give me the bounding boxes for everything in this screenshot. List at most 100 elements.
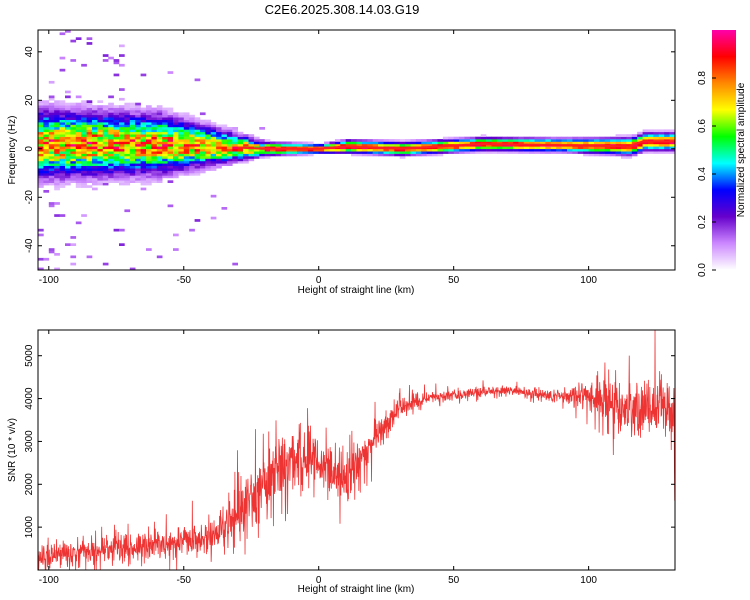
spectrogram-cell — [664, 129, 670, 133]
spectrogram-cell — [65, 119, 71, 123]
spectrogram-cell — [43, 107, 50, 111]
spectrogram-cell — [194, 156, 201, 159]
spectrogram-cell — [621, 143, 627, 147]
spectrogram-cell — [205, 168, 211, 171]
spectrogram-cell — [86, 124, 93, 128]
spectrogram-cell — [372, 139, 379, 142]
spectrogram-cell — [119, 105, 125, 108]
spectrogram-cell — [38, 233, 44, 237]
spectrogram-cell — [65, 141, 71, 145]
spectrogram-cell — [442, 141, 449, 145]
spectrogram-cell — [70, 151, 77, 154]
spectrogram-cell — [81, 114, 87, 118]
spectrogram-cell — [561, 139, 568, 142]
x-tick-label: 50 — [448, 575, 460, 586]
spectrogram-cell — [529, 151, 535, 154]
spectrogram-cell — [610, 153, 616, 157]
spectrogram-cell — [464, 146, 471, 150]
spectrogram-cell — [183, 112, 190, 116]
spectrogram-cell — [653, 131, 660, 135]
spectrogram-cell — [92, 107, 98, 111]
spectrogram-cell — [648, 151, 654, 154]
spectrogram-cell — [124, 151, 131, 154]
spectrogram-cell — [264, 148, 271, 152]
spectrogram-cell — [129, 173, 136, 176]
spectrogram-cell — [97, 124, 104, 128]
spectrogram-cell — [151, 139, 158, 142]
spectrogram-cell — [124, 134, 131, 137]
spectrogram-cell — [75, 95, 82, 99]
spectrogram-cell — [54, 180, 60, 183]
spectrogram-cell — [86, 129, 93, 133]
spectrogram-cell — [65, 158, 71, 162]
colorbar-tick-label: 0.0 — [697, 263, 708, 277]
spectrogram-cell — [81, 136, 87, 140]
spectrogram-cell — [453, 141, 460, 145]
spectrogram-cell — [54, 158, 60, 162]
spectrogram-cell — [302, 146, 309, 150]
spectrogram-cell — [399, 156, 406, 159]
spectrogram-cell — [178, 168, 185, 171]
spectrogram-cell — [642, 151, 649, 154]
spectrogram-cell — [38, 151, 44, 154]
spectrogram-cell — [626, 148, 633, 152]
spectrogram-cell — [248, 151, 255, 154]
spectrogram-cell — [38, 165, 44, 169]
spectrogram-cell — [432, 151, 438, 154]
spectrogram-cell — [135, 110, 141, 113]
spectrogram-cell — [86, 110, 93, 113]
spectrogram-cell — [588, 141, 595, 145]
spectrogram-cell — [97, 105, 104, 108]
spectrogram-cell — [173, 168, 179, 171]
spectrogram-cell — [92, 112, 98, 116]
spectrogram-cell — [70, 262, 77, 266]
spectrogram-cell — [129, 114, 136, 118]
spectrogram-cell — [216, 136, 222, 140]
spectrogram-cell — [513, 148, 519, 152]
spectrogram-cell — [523, 136, 530, 140]
spectrogram-cell — [653, 136, 660, 140]
spectrogram-cell — [173, 114, 179, 118]
spectrogram-cell — [97, 129, 104, 133]
spectrogram-cell — [577, 148, 584, 152]
spectrogram-cell — [54, 185, 60, 188]
spectrogram-cell — [173, 127, 179, 130]
spectrogram-cell — [146, 173, 152, 176]
spectrogram-cell — [92, 177, 98, 181]
spectrogram-cell — [54, 187, 60, 191]
spectrogram-cell — [199, 165, 206, 169]
spectrogram-cell — [210, 124, 217, 128]
spectrogram-cell — [102, 54, 109, 57]
spectrogram-cell — [189, 114, 195, 118]
spectrogram-cell — [621, 141, 627, 145]
spectrogram-cell — [43, 122, 50, 125]
spectrogram-cell — [146, 124, 152, 128]
spectrogram-cell — [237, 143, 244, 147]
spectrogram-cell — [70, 158, 77, 162]
spectrogram-cell — [259, 148, 265, 152]
spectrogram-cell — [577, 136, 584, 140]
spectrogram-cell — [361, 151, 368, 154]
spectrogram-cell — [183, 148, 190, 152]
spectrogram-cell — [151, 151, 158, 154]
chart-title: C2E6.2025.308.14.03.G19 — [265, 2, 420, 17]
spectrogram-cell — [135, 158, 141, 162]
spectrogram-cell — [75, 105, 82, 108]
spectrogram-cell — [162, 163, 168, 166]
spectrogram-cell — [550, 136, 557, 140]
spectrogram-cell — [248, 148, 255, 152]
spectrogram-cell — [70, 105, 77, 108]
spectrogram-cell — [291, 141, 298, 145]
spectrogram-cell — [286, 148, 292, 152]
spectrogram-cell — [658, 129, 665, 133]
spectrogram-cell — [43, 156, 50, 159]
spectrogram-cell — [70, 127, 77, 130]
spectrogram-cell — [216, 131, 222, 135]
spectrogram-cell — [48, 127, 55, 130]
spectrogram-cell — [167, 122, 174, 125]
spectrogram-cell — [199, 170, 206, 174]
spectrogram-cell — [405, 141, 411, 145]
spectrogram-cell — [113, 136, 120, 140]
spectrogram-cell — [658, 131, 665, 135]
